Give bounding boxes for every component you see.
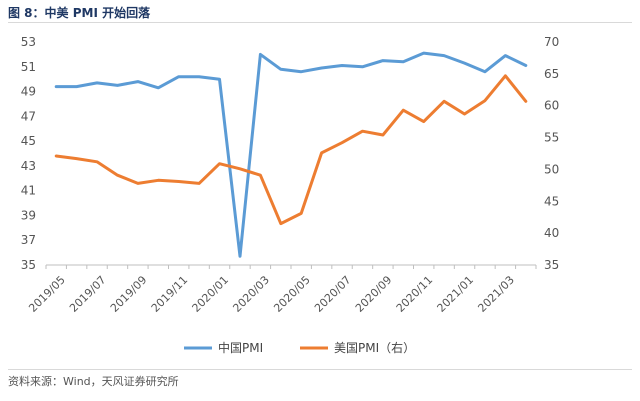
left-y-axis: 35 37 39 41 43 45 47 49 51 53 xyxy=(21,35,36,272)
x-tick-label: 2020/05 xyxy=(271,273,313,315)
x-tick-label: 2020/01 xyxy=(190,273,232,315)
source-note: 资料来源：Wind，天风证券研究所 xyxy=(8,375,179,388)
right-y-tick-label: 40 xyxy=(544,226,559,240)
figure-title: 图 8：中美 PMI 开始回落 xyxy=(8,6,151,20)
x-tick-label: 2020/09 xyxy=(353,273,395,315)
left-y-tick-label: 49 xyxy=(21,85,36,99)
x-tick-label: 2019/05 xyxy=(26,273,68,315)
right-y-tick-label: 55 xyxy=(544,131,559,145)
us-pmi-line xyxy=(54,74,528,226)
left-y-tick-label: 43 xyxy=(21,159,36,173)
right-y-tick-label: 65 xyxy=(544,67,559,81)
left-y-tick-label: 45 xyxy=(21,134,36,148)
legend-us-label: 美国PMI（右） xyxy=(334,340,415,355)
x-axis: 2019/05 2019/07 2019/09 2019/11 2020/01 2020/… xyxy=(26,264,537,315)
left-y-tick-label: 35 xyxy=(21,258,36,272)
x-tick-label: 2020/11 xyxy=(394,273,436,315)
x-tick-label: 2020/03 xyxy=(230,273,272,315)
x-tick-label: 2019/09 xyxy=(108,273,150,315)
right-y-tick-label: 70 xyxy=(544,35,559,49)
left-y-tick-label: 39 xyxy=(21,208,36,222)
legend-china-label: 中国PMI xyxy=(218,340,263,355)
title-divider xyxy=(8,22,632,23)
left-y-tick-label: 37 xyxy=(21,233,36,247)
source-divider xyxy=(8,369,632,370)
right-y-tick-label: 50 xyxy=(544,162,559,176)
right-y-axis: 35 40 45 50 55 60 65 70 xyxy=(544,35,559,272)
left-y-tick-label: 47 xyxy=(21,109,36,123)
x-tick-label: 2020/07 xyxy=(312,273,354,315)
right-y-tick-label: 35 xyxy=(544,258,559,272)
china-pmi-line xyxy=(54,51,528,258)
right-y-tick-label: 45 xyxy=(544,194,559,208)
left-y-tick-label: 41 xyxy=(21,184,36,198)
x-tick-label: 2019/11 xyxy=(149,273,191,315)
left-y-tick-label: 51 xyxy=(21,60,36,74)
x-tick-label: 2021/03 xyxy=(475,273,517,315)
right-y-tick-label: 60 xyxy=(544,99,559,113)
x-tick-label: 2019/07 xyxy=(67,273,109,315)
series-layer xyxy=(54,51,528,258)
legend: 中国PMI 美国PMI（右） xyxy=(184,340,415,355)
left-y-tick-label: 53 xyxy=(21,35,36,49)
x-tick-label: 2021/01 xyxy=(435,273,477,315)
